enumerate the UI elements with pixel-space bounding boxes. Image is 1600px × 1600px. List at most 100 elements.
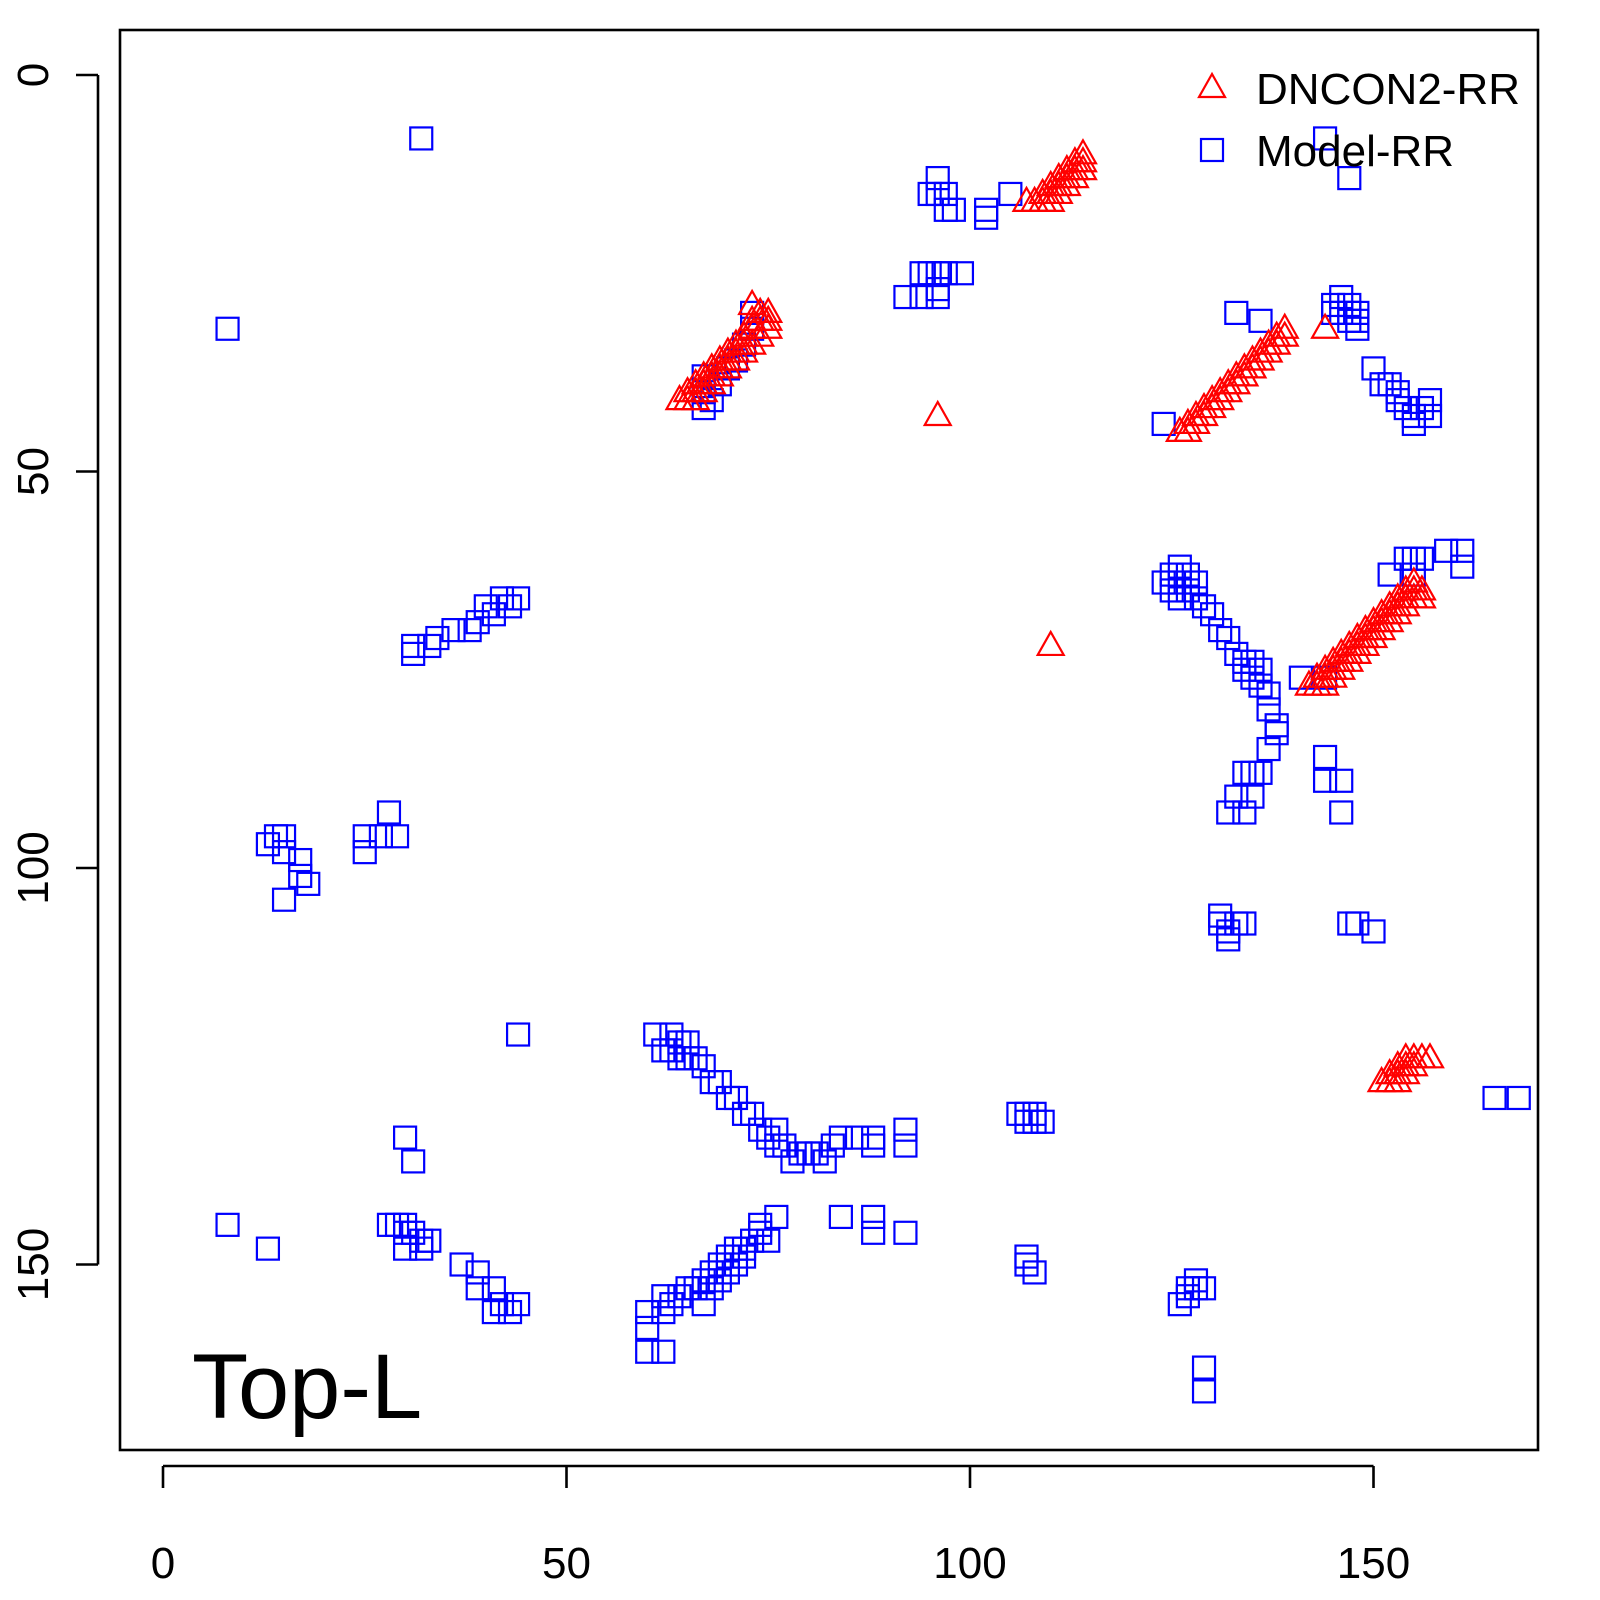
square-point [651, 1299, 676, 1325]
square-point [683, 1276, 708, 1301]
legend-label: DNCON2-RR [1256, 65, 1520, 114]
square-point [909, 284, 934, 310]
triangle-point [1205, 383, 1236, 411]
square-point [756, 1228, 781, 1253]
triangle-point [753, 312, 784, 339]
x-tick-label: 100 [933, 1539, 1006, 1588]
triangle-point [753, 304, 784, 331]
square-point [893, 284, 918, 310]
triangle-point [1310, 312, 1340, 339]
square-point [1329, 800, 1354, 825]
square-point [1014, 1252, 1039, 1277]
square-point [699, 1276, 724, 1301]
triangle-point [1382, 1065, 1413, 1093]
triangle-point [1068, 153, 1098, 181]
square-point [352, 824, 377, 849]
square-point [1191, 1355, 1217, 1380]
square-point [1248, 673, 1273, 698]
square-point [1240, 665, 1265, 690]
square-point [1167, 586, 1192, 611]
triangle-point [1261, 328, 1292, 355]
square-point [691, 1292, 716, 1317]
y-tick-label: 50 [9, 447, 58, 496]
square-point [659, 1022, 684, 1047]
square-point [489, 586, 515, 611]
triangle-point [1043, 177, 1074, 205]
square-point [1345, 316, 1370, 341]
square-point [675, 1030, 700, 1055]
square-point [1312, 126, 1338, 151]
square-point [489, 1292, 515, 1317]
square-point [893, 1220, 918, 1245]
square-point [481, 1299, 506, 1325]
square-point [748, 1117, 773, 1142]
square-point [271, 887, 297, 912]
square-point [1240, 784, 1265, 809]
square-point [288, 847, 313, 873]
square-point [368, 824, 393, 849]
square-point [271, 840, 297, 865]
triangle-point [721, 344, 751, 371]
square-point [449, 1252, 474, 1277]
triangle-point [1342, 637, 1373, 664]
square-point [691, 1268, 716, 1293]
triangle-point [1213, 375, 1244, 403]
square-point [1224, 784, 1249, 809]
square-point [1248, 657, 1273, 682]
square-point [1022, 1101, 1047, 1126]
square-point [893, 1117, 918, 1142]
square-point [1232, 911, 1257, 936]
triangle-point [1326, 653, 1357, 680]
triangle-point [1407, 582, 1437, 609]
square-point [1224, 300, 1249, 325]
legend-triangle-icon [1197, 71, 1227, 99]
square-point [465, 1276, 490, 1301]
triangle-point [1269, 320, 1300, 347]
square-point [1482, 1085, 1507, 1111]
square-point [465, 610, 490, 635]
square-point [1361, 356, 1386, 381]
square-point [707, 1252, 732, 1277]
square-point [740, 1228, 765, 1253]
square-point [1232, 800, 1257, 825]
square-point [861, 1220, 886, 1245]
triangle-point [922, 399, 953, 427]
triangle-point [1253, 336, 1284, 363]
square-point [1377, 562, 1402, 587]
square-point [393, 1125, 418, 1150]
triangle-point [745, 320, 776, 347]
square-point [1393, 395, 1418, 421]
square-point [255, 1236, 281, 1261]
square-point [683, 1046, 708, 1071]
square-point [481, 1276, 506, 1301]
square-point [1167, 554, 1192, 579]
square-point [893, 1133, 918, 1158]
triangle-point [1310, 669, 1340, 696]
square-point [1377, 372, 1402, 397]
square-point [643, 1022, 668, 1047]
triangle-point [1415, 1042, 1445, 1069]
square-point [699, 1260, 724, 1285]
square-point [691, 1054, 716, 1079]
square-point [401, 1220, 426, 1245]
square-point [651, 1284, 676, 1309]
square-point [804, 1141, 829, 1166]
square-point [1216, 927, 1241, 952]
x-tick-label: 0 [151, 1539, 175, 1588]
square-point [271, 824, 297, 849]
square-point [288, 863, 313, 889]
square-point [1248, 308, 1273, 333]
square-point [659, 1292, 684, 1317]
square-point [748, 1212, 773, 1237]
square-point [667, 1284, 692, 1309]
square-point [1191, 594, 1217, 619]
square-point [393, 1236, 418, 1261]
square-point [481, 602, 506, 627]
square-point [255, 832, 281, 857]
square-point [1337, 165, 1362, 191]
data-markers [215, 126, 1531, 1404]
square-point [917, 181, 942, 207]
square-point [715, 1260, 741, 1285]
square-point [635, 1299, 660, 1325]
